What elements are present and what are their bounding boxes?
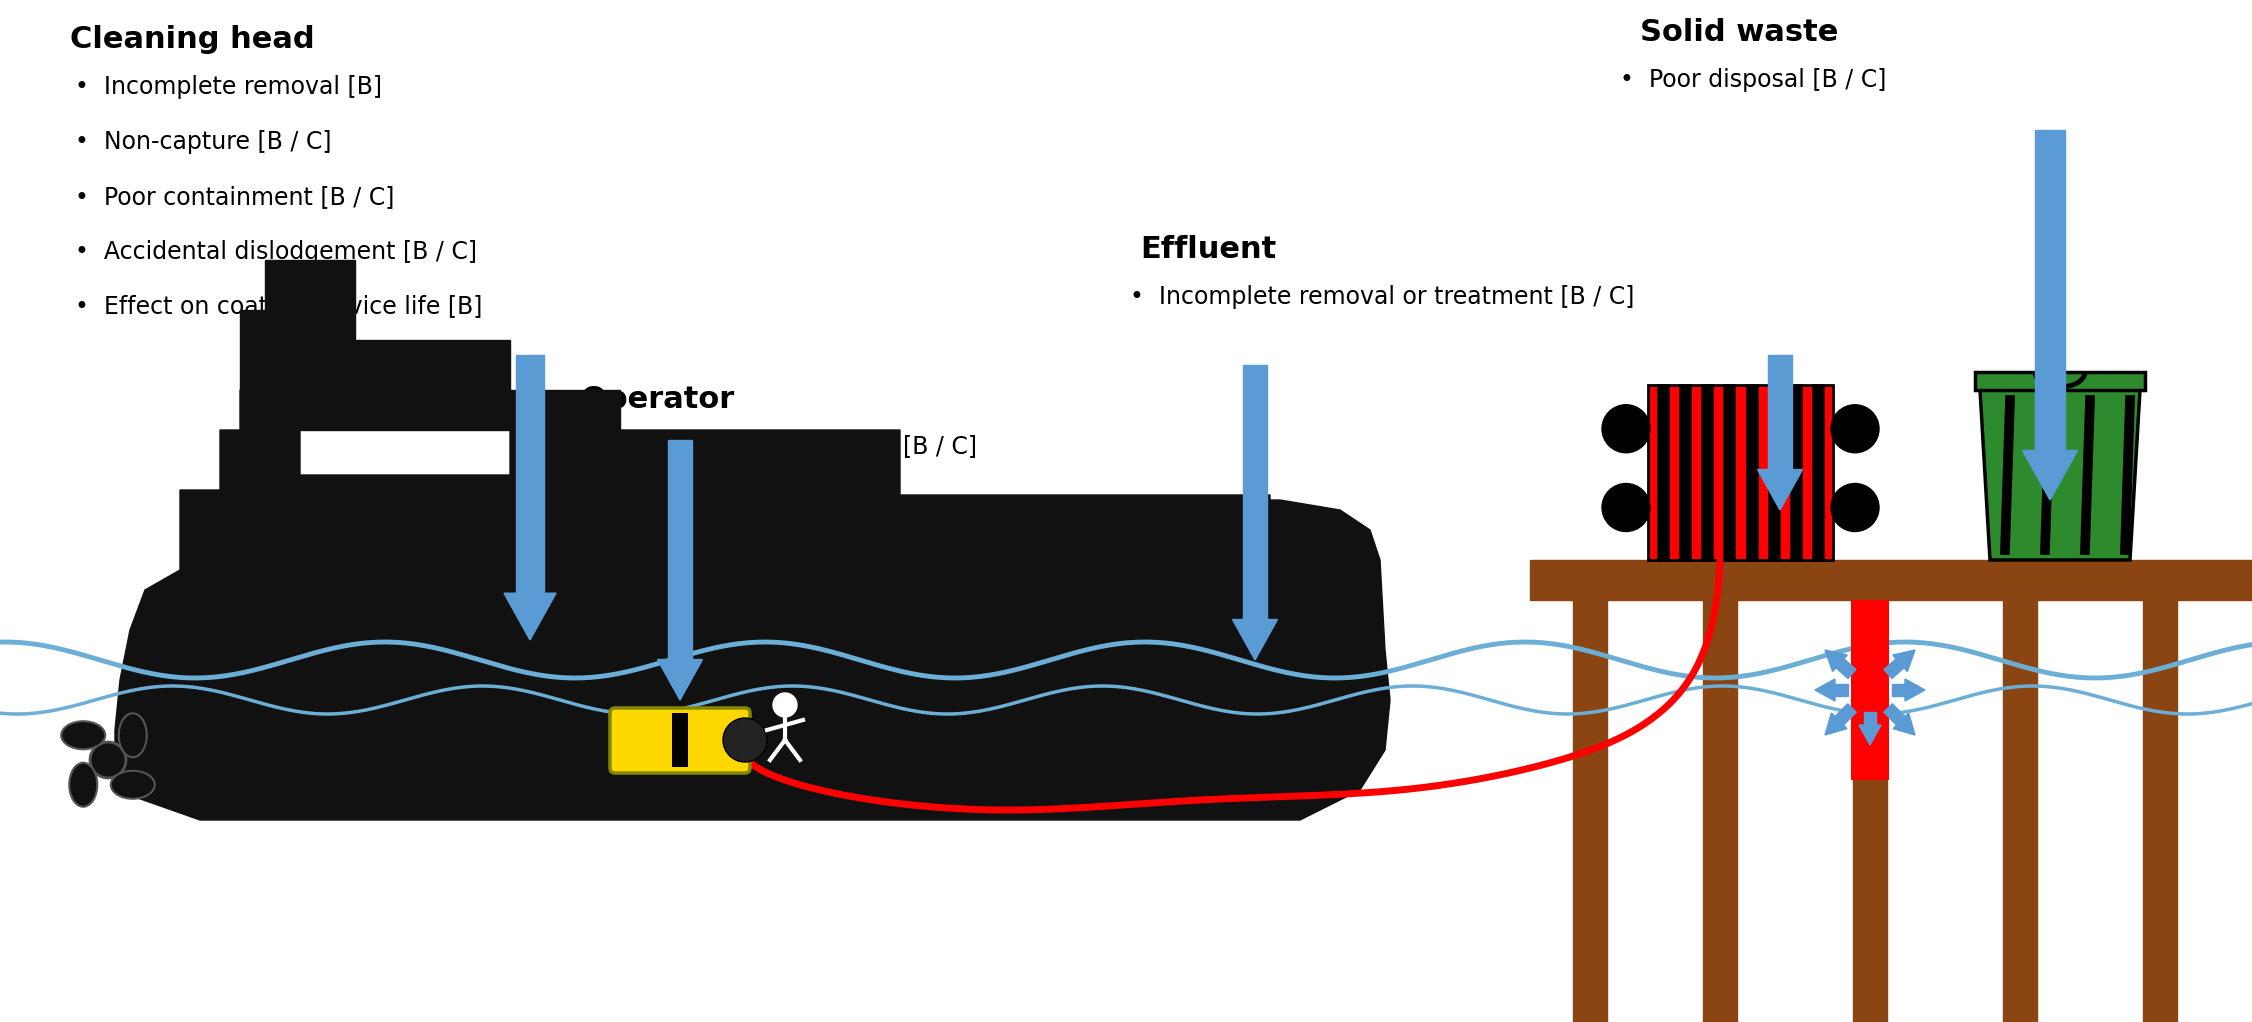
Polygon shape xyxy=(671,713,689,766)
Polygon shape xyxy=(1835,659,1856,679)
Polygon shape xyxy=(1885,659,1903,679)
Polygon shape xyxy=(504,593,556,640)
Polygon shape xyxy=(1824,650,1847,671)
Polygon shape xyxy=(2144,600,2178,1022)
Polygon shape xyxy=(266,260,356,340)
FancyBboxPatch shape xyxy=(610,708,750,773)
Ellipse shape xyxy=(119,713,146,757)
Polygon shape xyxy=(1835,704,1856,725)
Polygon shape xyxy=(667,440,691,659)
Polygon shape xyxy=(1232,619,1277,660)
Text: •  Non-capture [B / C]: • Non-capture [B / C] xyxy=(74,130,331,154)
Polygon shape xyxy=(241,310,266,390)
Circle shape xyxy=(1831,405,1878,453)
Text: •  Accidental dislodgement [B / C]: • Accidental dislodgement [B / C] xyxy=(74,240,477,264)
Text: •  Accidental dislodgement [B / C]: • Accidental dislodgement [B / C] xyxy=(574,435,977,459)
Polygon shape xyxy=(2022,451,2079,500)
Polygon shape xyxy=(1865,712,1876,725)
Text: •  Incomplete removal or treatment [B / C]: • Incomplete removal or treatment [B / C… xyxy=(1131,285,1635,309)
Polygon shape xyxy=(1757,469,1802,510)
Ellipse shape xyxy=(61,722,106,749)
Polygon shape xyxy=(1892,684,1905,696)
Polygon shape xyxy=(516,355,545,593)
Ellipse shape xyxy=(110,771,155,799)
Polygon shape xyxy=(1851,600,1889,780)
Circle shape xyxy=(90,742,126,778)
Text: •  Poor disposal [B / C]: • Poor disposal [B / C] xyxy=(1619,68,1887,92)
Polygon shape xyxy=(2036,130,2065,451)
Polygon shape xyxy=(1980,390,2139,560)
Polygon shape xyxy=(1648,385,1833,560)
Polygon shape xyxy=(1858,725,1880,745)
Ellipse shape xyxy=(70,762,97,806)
Polygon shape xyxy=(115,390,1389,820)
Polygon shape xyxy=(1815,679,1835,701)
Text: •  Poor behaviour [B / C]: • Poor behaviour [B / C] xyxy=(574,487,863,511)
Polygon shape xyxy=(1703,600,1736,1022)
Polygon shape xyxy=(658,659,703,700)
Text: •  Incomplete removal [B]: • Incomplete removal [B] xyxy=(74,75,383,99)
Polygon shape xyxy=(1529,560,2252,600)
Polygon shape xyxy=(1894,713,1914,735)
Polygon shape xyxy=(1975,372,2144,390)
Text: Effluent: Effluent xyxy=(1140,235,1277,264)
Polygon shape xyxy=(1853,600,1887,1022)
Circle shape xyxy=(1831,483,1878,531)
Circle shape xyxy=(772,693,797,717)
Polygon shape xyxy=(1892,650,1914,671)
Text: •  Poor containment [B / C]: • Poor containment [B / C] xyxy=(74,185,394,210)
Text: Operator: Operator xyxy=(581,385,734,414)
Polygon shape xyxy=(1905,679,1925,701)
Text: Cleaning head: Cleaning head xyxy=(70,25,315,54)
Polygon shape xyxy=(1883,704,1905,725)
Polygon shape xyxy=(1768,355,1793,469)
Polygon shape xyxy=(1243,365,1268,619)
Circle shape xyxy=(1601,483,1651,531)
Polygon shape xyxy=(2002,600,2038,1022)
Polygon shape xyxy=(266,340,509,430)
Circle shape xyxy=(723,718,768,762)
Text: •  Effect on coating service life [B]: • Effect on coating service life [B] xyxy=(74,295,482,319)
Circle shape xyxy=(1601,405,1651,453)
Polygon shape xyxy=(1572,600,1608,1022)
Text: Solid waste: Solid waste xyxy=(1639,18,1838,47)
Polygon shape xyxy=(509,390,619,430)
Polygon shape xyxy=(1835,684,1849,696)
Polygon shape xyxy=(1824,713,1847,735)
Polygon shape xyxy=(131,721,160,790)
